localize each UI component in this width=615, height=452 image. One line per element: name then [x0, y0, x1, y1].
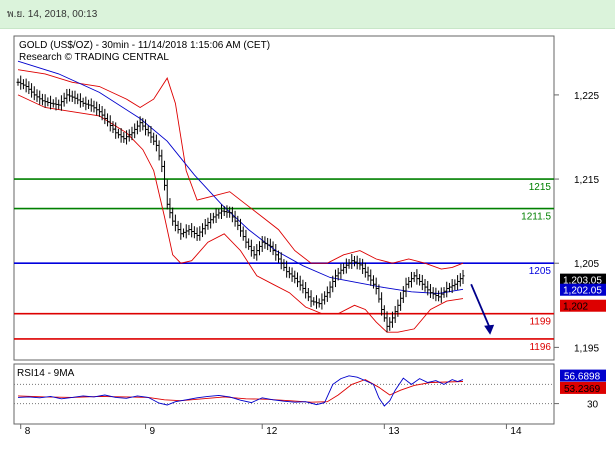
bollinger-bands — [17, 69, 464, 333]
chart-subtitle: Research © TRADING CENTRAL — [19, 52, 169, 63]
level-label-1: 1211.5 — [521, 212, 551, 223]
bollinger-upper-line — [17, 69, 464, 270]
price-tag-1: 1,202.05 — [563, 286, 602, 297]
y-tick-label-3: 1,195 — [574, 343, 599, 354]
header-bar: พ.ย. 14, 2018, 00:13 — [0, 0, 615, 29]
level-label-3: 1199 — [529, 317, 551, 328]
rsi-label: RSI14 - 9MA — [17, 368, 75, 379]
price-tag-bg-0 — [560, 273, 606, 286]
y-tick-label-1: 1,215 — [574, 175, 599, 186]
level-label-2: 1205 — [529, 266, 552, 277]
forecast-arrow-group — [470, 283, 495, 335]
header-timestamp: พ.ย. 14, 2018, 00:13 — [7, 9, 98, 20]
price-tag-bg-2 — [560, 299, 606, 312]
main-plot-frame — [13, 35, 555, 361]
rsi-tag-bg-1 — [560, 381, 606, 394]
forecast-arrow-head — [484, 324, 495, 335]
rsi-tag-bg-0 — [560, 369, 606, 382]
price-tag-bg-1 — [560, 283, 606, 296]
price-tag-2: 1,202 — [563, 302, 588, 313]
rsi-tick-label-0: 30 — [587, 400, 599, 411]
level-lines: 1215 1211.5 1205 1199 1196 — [14, 178, 554, 353]
x-tick-label-2: 12 — [266, 426, 278, 437]
x-axis-ticks: 8 9 12 13 14 — [20, 424, 522, 437]
level-label-4: 1196 — [529, 342, 551, 353]
x-tick-label-4: 14 — [510, 426, 522, 437]
rsi-ma-line — [17, 379, 464, 403]
price-bars — [16, 75, 465, 333]
rsi-tag-1: 53.2369 — [564, 384, 601, 395]
rsi-tag-0: 56.6898 — [564, 372, 601, 383]
bollinger-lower-line — [17, 94, 464, 333]
y-tick-label-2: 1,205 — [574, 259, 599, 270]
price-tags: 1,203.051,202.05 1,202 — [560, 273, 606, 313]
y-axis-ticks: 1,225 1,215 1,205 1,195 — [554, 91, 599, 354]
y-tick-label-0: 1,225 — [574, 91, 599, 102]
chart-title: GOLD (US$/OZ) - 30min - 11/14/2018 1:15:… — [19, 40, 270, 51]
forecast-arrow-shaft — [470, 283, 491, 330]
rsi-line — [17, 375, 464, 407]
x-tick-label-1: 9 — [150, 426, 156, 437]
level-label-0: 1215 — [529, 182, 552, 193]
x-tick-label-3: 13 — [388, 426, 400, 437]
x-tick-label-0: 8 — [25, 426, 31, 437]
rsi-plot-frame — [13, 363, 555, 425]
price-tag-0: 1,203.05 — [563, 276, 602, 287]
